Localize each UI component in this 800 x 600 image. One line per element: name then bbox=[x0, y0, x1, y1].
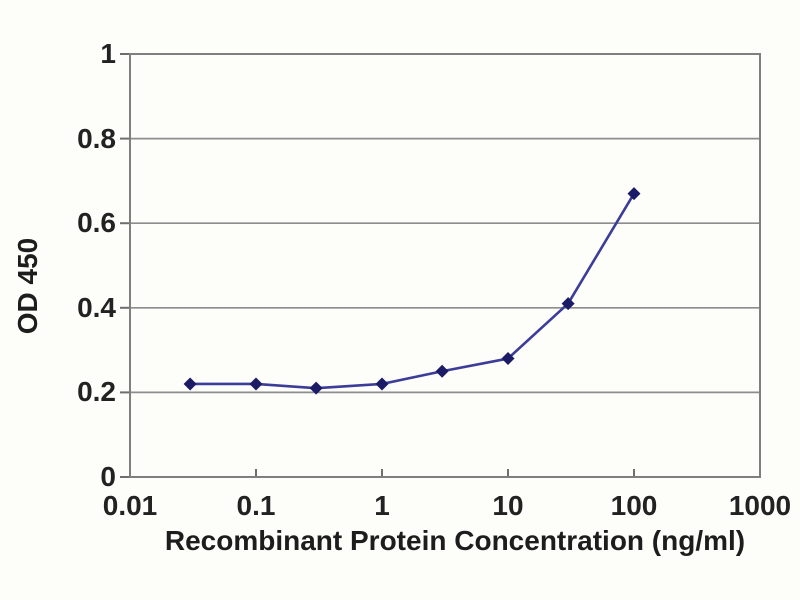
plot-border bbox=[129, 53, 761, 478]
x-tick-label: 0.01 bbox=[102, 490, 158, 521]
y-tick-label: 1 bbox=[100, 38, 116, 69]
data-point-marker bbox=[561, 297, 575, 311]
y-tick-label: 0.4 bbox=[77, 291, 116, 323]
data-point-marker bbox=[309, 381, 323, 395]
data-point-marker bbox=[627, 187, 641, 201]
y-tick-label: 0.2 bbox=[77, 376, 116, 408]
y-tick-label: 0.6 bbox=[77, 207, 116, 239]
data-point-marker bbox=[435, 364, 449, 378]
x-axis-title: Recombinant Protein Concentration (ng/ml… bbox=[164, 525, 746, 556]
x-tick-label: 0.1 bbox=[236, 490, 276, 521]
x-tick-label: 1 bbox=[374, 490, 390, 521]
x-tick-label: 100 bbox=[610, 490, 658, 521]
series-line bbox=[190, 192, 636, 390]
x-tick-label: 1000 bbox=[728, 490, 792, 521]
data-point-marker bbox=[183, 377, 197, 391]
data-point-marker bbox=[249, 377, 263, 391]
y-tick-label: 0.8 bbox=[77, 122, 116, 154]
data-point-marker bbox=[375, 377, 389, 391]
y-tick-label: 0 bbox=[100, 461, 116, 492]
data-point-marker bbox=[501, 352, 515, 366]
x-tick-label: 10 bbox=[492, 490, 524, 521]
